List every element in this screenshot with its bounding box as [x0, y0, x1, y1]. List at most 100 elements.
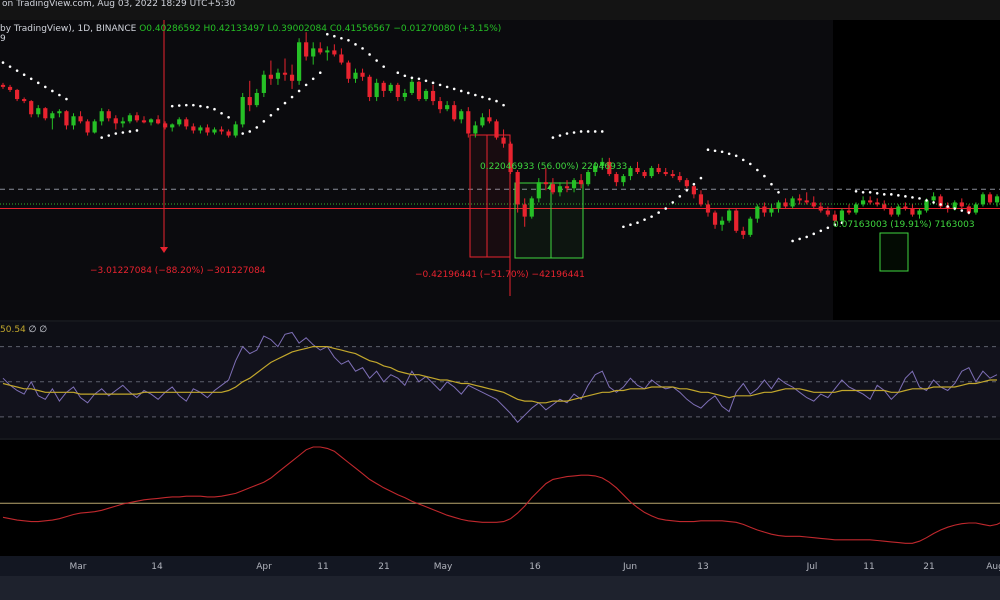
candle-body — [473, 125, 478, 134]
candle-body — [184, 119, 189, 127]
sar-dot — [326, 32, 329, 36]
candle-body — [832, 214, 837, 221]
candle-body — [22, 99, 27, 102]
sar-dot — [44, 85, 47, 89]
sar-dot — [840, 221, 844, 225]
candle-body — [233, 124, 238, 136]
candle-body — [741, 230, 746, 235]
measure-label: 0.07163003 (19.91%) 7163003 — [833, 220, 975, 230]
candle-body — [557, 186, 563, 193]
candle-body — [254, 92, 259, 106]
candle-body — [191, 126, 196, 131]
measure-green-box — [514, 182, 584, 259]
sar-dot — [452, 87, 456, 91]
rsi-pane[interactable] — [0, 331, 1000, 423]
candle-body — [36, 108, 41, 115]
sar-dot — [763, 174, 766, 178]
candle-body — [127, 115, 132, 122]
candle-body — [811, 202, 816, 207]
rsi-legend-value: 50.54 — [0, 325, 26, 335]
price-pane[interactable]: −3.01227084 (−88.20%) −301227084 0.220469… — [0, 20, 1000, 296]
candle-body — [339, 54, 344, 63]
sar-dot — [692, 182, 696, 186]
sar-dot — [593, 130, 597, 133]
time-tick-label: 21 — [923, 562, 934, 572]
sar-dot — [671, 201, 675, 204]
sar-dot — [445, 85, 449, 89]
candle-body — [332, 50, 337, 55]
candle-body — [134, 115, 140, 121]
sar-dot — [699, 176, 703, 180]
sar-dot — [756, 168, 759, 172]
sar-dot — [643, 218, 646, 221]
header-line-2: by TradingView), 1D, BINANCE O0.40286592… — [0, 24, 501, 34]
candle-body — [959, 202, 964, 207]
candle-body — [783, 202, 788, 207]
price-pane-shade — [0, 20, 833, 320]
candle-body — [550, 184, 555, 193]
candle-body — [564, 186, 570, 189]
sar-dot — [1, 61, 5, 64]
candle-body — [515, 172, 520, 205]
candle-body — [466, 111, 471, 134]
sar-dot — [255, 126, 259, 129]
candle-body — [402, 92, 407, 98]
candle-body — [861, 200, 866, 205]
candle-body — [769, 208, 774, 213]
sar-dot — [410, 76, 414, 80]
candle-body — [501, 137, 506, 144]
time-tick-label: 21 — [378, 562, 389, 572]
time-axis[interactable]: Mar 14 Apr 11 21 May 16 Jun 13 Jul 11 21 Aug — [70, 562, 1000, 572]
bottom-toolbar-bg — [0, 576, 1000, 600]
sar-dot — [311, 77, 315, 81]
candle-body — [882, 204, 887, 209]
oscillator-pane[interactable] — [0, 446, 1000, 544]
candle-body — [163, 123, 168, 128]
candle-body — [628, 167, 633, 177]
candle-body — [92, 121, 97, 133]
sar-dot — [22, 73, 26, 77]
time-tick-label: Aug — [986, 562, 1000, 572]
candle-body — [649, 167, 654, 177]
sar-dot — [107, 134, 111, 137]
sar-dot — [953, 207, 957, 210]
sar-dot — [368, 53, 371, 56]
sar-dot — [467, 91, 470, 95]
candle-body — [219, 129, 224, 132]
candle-body — [797, 198, 802, 201]
candle-body — [522, 204, 527, 217]
pane-backgrounds — [0, 20, 1000, 600]
sar-dot — [600, 130, 604, 133]
candle-body — [987, 194, 993, 203]
time-axis-bg — [0, 556, 1000, 576]
sar-dot — [128, 130, 132, 133]
candle-body — [607, 161, 612, 175]
candle-body — [621, 176, 626, 183]
time-tick-label: 13 — [697, 562, 708, 572]
candle-body — [198, 127, 203, 131]
candle-body — [311, 48, 316, 57]
sar-dot — [551, 136, 555, 139]
candle-body — [268, 74, 273, 79]
rsi-legend: 50.54 ∅ ∅ — [0, 325, 47, 335]
candle-body — [395, 84, 400, 98]
sar-dot — [918, 197, 921, 200]
rsi-legend-extra: ∅ ∅ — [28, 325, 48, 335]
sar-dot — [741, 158, 745, 162]
sar-dot — [220, 111, 223, 115]
sar-dot — [15, 69, 19, 72]
sar-dot — [798, 237, 801, 241]
sar-dot — [636, 221, 639, 225]
candle-body — [748, 218, 753, 235]
candle-body — [896, 206, 901, 215]
candle-body — [593, 165, 598, 173]
measure-label: −0.42196441 (−51.70%) −42196441 — [415, 270, 585, 280]
sar-dot — [199, 104, 202, 108]
sar-dot — [622, 225, 625, 229]
candle-body — [282, 72, 288, 75]
candle-body — [445, 105, 450, 110]
sar-dot — [262, 120, 266, 123]
sar-dot — [304, 83, 308, 87]
sar-dot — [276, 107, 280, 111]
